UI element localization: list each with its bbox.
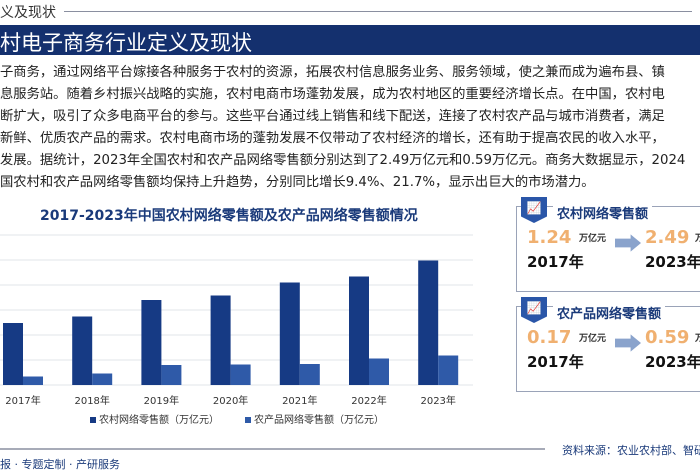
unit: 万亿元 (579, 334, 607, 344)
to-year: 2023年 (645, 353, 700, 371)
legend-item-rural: 农村网络零售额（万亿元） (90, 411, 219, 426)
from-year: 2017年 (527, 353, 584, 371)
divider (64, 11, 692, 12)
bar-agri (299, 364, 320, 385)
bar-rural (279, 282, 300, 385)
bar-rural (3, 323, 23, 385)
x-tick-label: 2019年 (144, 394, 179, 407)
to-value: 0.59 (645, 327, 690, 348)
chart-growth-icon: 📈 (521, 297, 547, 323)
paragraph-line: 子商务，通过网络平台嫁接各种服务于农村的资源，拓展农村信息服务业务、服务领域，使… (0, 65, 665, 80)
x-tick-label: 2018年 (74, 394, 109, 407)
to-year: 2023年 (645, 253, 700, 271)
source-note: 资料来源：农业农村部、智研咨询 (562, 444, 700, 457)
chart-growth-icon: 📈 (521, 197, 547, 223)
bar-agri (438, 355, 459, 385)
title-bar: 村电子商务行业定义及现状 (0, 25, 700, 55)
x-tick-label: 2021年 (282, 394, 317, 407)
bar-rural (141, 300, 162, 385)
footer-services: 报 · 专题定制 · 产研服务 (0, 458, 120, 471)
from-value: 1.24 (527, 227, 572, 248)
arrow-right-icon (615, 234, 641, 252)
paragraph-line: 断扩大，吸引了众多电商平台的参与。这些平台通过线上销售和线下配送，连接了农村农产… (0, 109, 665, 124)
card-agri-sales: 📈 农产品网络零售额 0.17 万亿元 2017年 0.59 万亿元 2023年 (516, 297, 700, 392)
bar-rural (210, 295, 231, 385)
arrow-right-icon (615, 334, 641, 352)
section-header: 义及现状 (0, 0, 700, 22)
page-title: 村电子商务行业定义及现状 (0, 31, 252, 55)
legend-swatch (245, 417, 251, 423)
bar-rural (349, 276, 369, 385)
legend-item-agri: 农产品网络零售额（万亿元） (245, 411, 384, 426)
bar-agri (92, 373, 113, 385)
bar-agri (23, 376, 43, 385)
section-label: 义及现状 (0, 5, 56, 21)
to-value: 2.49 (645, 227, 690, 248)
x-tick-label: 2022年 (351, 394, 386, 407)
footer-divider (0, 448, 545, 450)
chart-title: 2017-2023年中国农村网络零售额及农产品网络零售额情况 (40, 208, 418, 224)
bar-agri (230, 364, 251, 385)
unit: 万亿元 (695, 234, 700, 244)
bar-rural (72, 316, 93, 385)
bar-agri (161, 365, 182, 385)
paragraph-line: 发展。据统计，2023年全国农村和农产品网络零售额分别达到了2.49万亿元和0.… (0, 153, 686, 168)
bar-chart: 2017年 2018年 2019年 2020年 2021年 2022年 2023年 (0, 234, 473, 407)
paragraph-line: 息服务站。随着乡村振兴战略的实施，农村电商市场蓬勃发展，成为农村地区的重要经济增… (0, 87, 665, 102)
card-title: 农产品网络零售额 (553, 303, 666, 322)
paragraph-line: 新鲜、优质农产品的需求。农村电商市场的蓬勃发展不仅带动了农村经济的增长，还有助于… (0, 131, 665, 146)
unit: 万亿元 (579, 234, 607, 244)
legend-label: 农村网络零售额（万亿元） (99, 415, 219, 426)
card-rural-sales: 📈 农村网络零售额 1.24 万亿元 2017年 2.49 万亿元 2023年 (516, 197, 700, 292)
x-tick-label: 2017年 (5, 394, 40, 407)
bar-rural (418, 260, 439, 385)
x-tick-label: 2023年 (420, 394, 455, 407)
legend-swatch (90, 417, 96, 423)
unit: 万亿元 (695, 334, 700, 344)
from-year: 2017年 (527, 253, 584, 271)
legend-label: 农产品网络零售额（万亿元） (254, 415, 384, 426)
from-value: 0.17 (527, 327, 572, 348)
bar-agri (369, 358, 389, 385)
body-paragraph: 子商务，通过网络平台嫁接各种服务于农村的资源，拓展农村信息服务业务、服务领域，使… (0, 62, 700, 194)
paragraph-line: 国农村和农产品网络零售额均保持上升趋势，分别同比增长9.4%、21.7%，显示出… (0, 175, 595, 190)
card-title: 农村网络零售额 (553, 203, 653, 222)
x-tick-label: 2020年 (213, 394, 248, 407)
